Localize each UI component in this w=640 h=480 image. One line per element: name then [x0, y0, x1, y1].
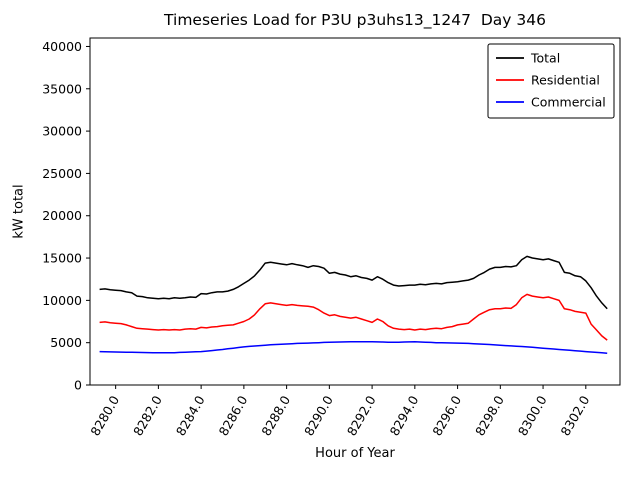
x-tick-label: 8292.0 [344, 393, 379, 438]
y-tick-label: 25000 [42, 166, 82, 181]
series-line-residential [99, 293, 608, 341]
y-tick-label: 5000 [50, 335, 82, 350]
y-tick-label: 30000 [42, 124, 82, 139]
series-line-commercial [99, 341, 608, 355]
x-tick-label: 8298.0 [472, 393, 507, 438]
y-tick-label: 10000 [42, 293, 82, 308]
x-tick-label: 8286.0 [216, 393, 251, 438]
y-tick-label: 15000 [42, 251, 82, 266]
y-tick-label: 40000 [42, 39, 82, 54]
y-tick-label: 35000 [42, 81, 82, 96]
legend-box [487, 43, 615, 119]
x-tick-label: 8280.0 [87, 393, 122, 438]
y-tick-label: 20000 [42, 208, 82, 223]
legend-label-commercial: Commercial [531, 95, 606, 110]
legend-label-total: Total [530, 51, 560, 66]
legend-label-residential: Residential [531, 73, 600, 88]
x-tick-label: 8296.0 [429, 393, 464, 438]
y-tick-label: 0 [74, 378, 82, 393]
x-tick-label: 8300.0 [515, 393, 550, 438]
x-tick-label: 8288.0 [258, 393, 293, 438]
chart-title: Timeseries Load for P3U p3uhs13_1247 Day… [164, 11, 546, 29]
x-tick-label: 8294.0 [387, 393, 422, 438]
axes-frame [89, 37, 621, 386]
x-axis-label: Hour of Year [315, 446, 395, 461]
x-tick-label: 8284.0 [173, 393, 208, 438]
x-tick-label: 8302.0 [558, 393, 593, 438]
x-tick-label: 8290.0 [301, 393, 336, 438]
x-tick-label: 8282.0 [130, 393, 165, 438]
series-line-total [99, 255, 608, 310]
y-axis-label: kW total [11, 184, 27, 239]
